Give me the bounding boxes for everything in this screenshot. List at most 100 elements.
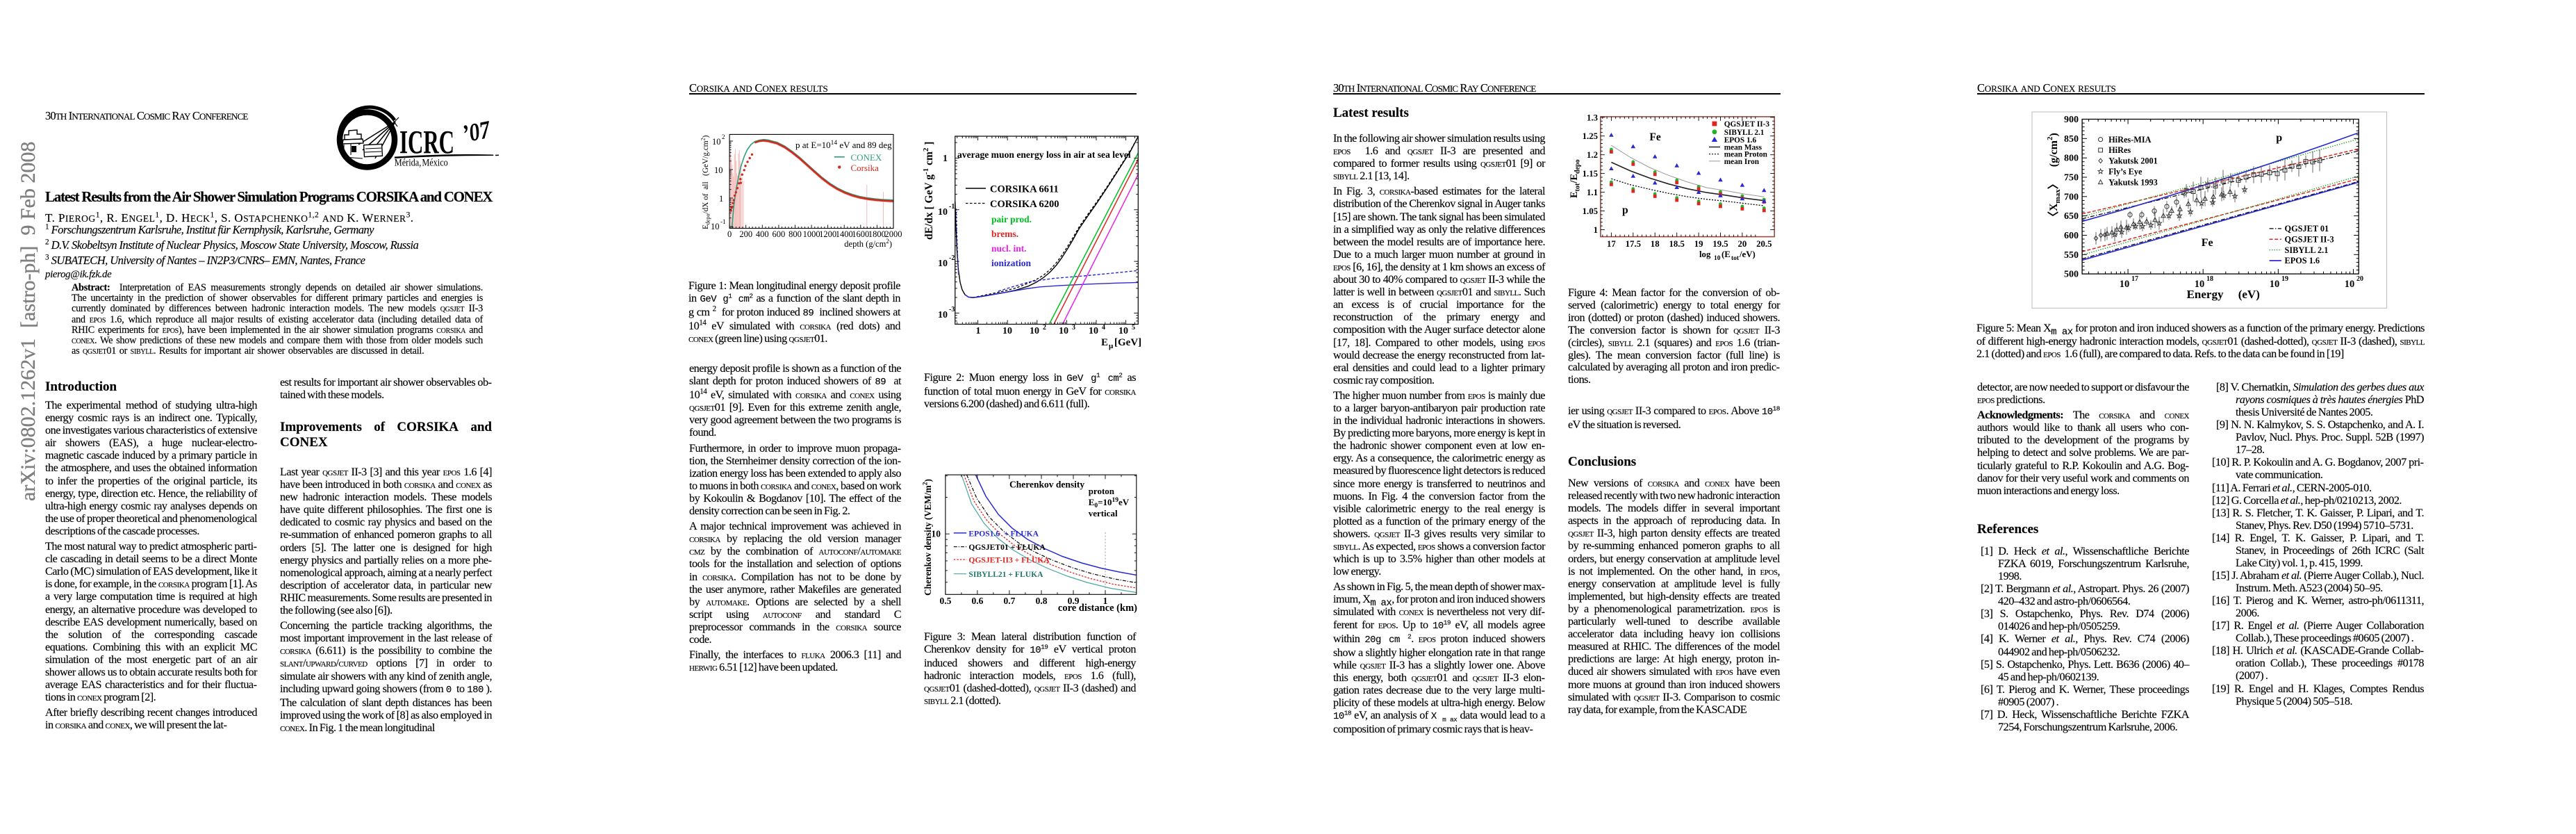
svg-text:Yakutsk 1993: Yakutsk 1993 — [2108, 177, 2158, 187]
svg-text:QGSJET-II3 + FLUKA: QGSJET-II3 + FLUKA — [968, 556, 1050, 565]
svg-text:p: p — [2276, 132, 2282, 144]
svg-text:mean Iron: mean Iron — [1724, 158, 1760, 166]
svg-text:19: 19 — [2281, 275, 2288, 283]
svg-text:EPOS 1.6: EPOS 1.6 — [1724, 136, 1757, 145]
svg-text:[GeV]: [GeV] — [1114, 337, 1141, 348]
svg-text:CORSIKA 6611: CORSIKA 6611 — [990, 184, 1059, 195]
svg-text:10: 10 — [1118, 326, 1128, 336]
svg-text:mean Mass: mean Mass — [1724, 144, 1762, 152]
svg-text:19: 19 — [1694, 239, 1703, 249]
svg-text:1000: 1000 — [803, 229, 820, 239]
svg-text:18: 18 — [2206, 275, 2213, 283]
svg-text:10: 10 — [2270, 279, 2280, 290]
svg-text:μ: μ — [1109, 342, 1114, 350]
svg-text:brems.: brems. — [991, 229, 1018, 239]
svg-text:10: 10 — [1030, 326, 1039, 336]
svg-text:1.2: 1.2 — [1587, 150, 1598, 160]
svg-text:(E: (E — [1722, 250, 1731, 259]
svg-text:2: 2 — [722, 133, 725, 140]
svg-text:10: 10 — [938, 259, 948, 269]
svg-text:-1: -1 — [949, 203, 955, 211]
svg-text:0.5: 0.5 — [939, 596, 951, 606]
svg-text:dE/dx [ GeV g-1 cm2 ]: dE/dx [ GeV g-1 cm2 ] — [922, 142, 935, 240]
svg-text:1.1: 1.1 — [1587, 188, 1598, 197]
svg-text:800: 800 — [789, 229, 802, 239]
svg-text:E: E — [1101, 337, 1108, 348]
svg-text:20: 20 — [2356, 275, 2363, 283]
svg-text:QGSJET01 + FLUKA: QGSJET01 + FLUKA — [968, 543, 1046, 552]
svg-text:10: 10 — [1714, 255, 1721, 262]
svg-text:850: 850 — [2064, 134, 2079, 145]
svg-text:Cherenkov density (VEM/m2): Cherenkov density (VEM/m2) — [923, 479, 934, 596]
svg-text:10: 10 — [1089, 326, 1098, 336]
svg-text:700: 700 — [2064, 192, 2079, 202]
svg-text:600: 600 — [773, 229, 786, 239]
svg-text:19.5: 19.5 — [1712, 239, 1728, 249]
svg-text:1: 1 — [943, 154, 948, 164]
svg-text:400: 400 — [756, 229, 769, 239]
svg-text:1.3: 1.3 — [1587, 113, 1598, 122]
svg-text:p at E=1014 eV and 89 deg: p at E=1014 eV and 89 deg — [795, 140, 892, 150]
svg-text:1600: 1600 — [852, 229, 869, 239]
svg-text:650: 650 — [2064, 211, 2079, 222]
svg-text:1400: 1400 — [836, 229, 853, 239]
svg-text:Yakutsk 2001: Yakutsk 2001 — [2108, 156, 2158, 166]
svg-text:QGSJET II-3: QGSJET II-3 — [1724, 120, 1770, 129]
svg-text:3: 3 — [1072, 324, 1075, 332]
svg-text:0.9: 0.9 — [1068, 596, 1080, 606]
svg-text:SIBYLL21 + FLUKA: SIBYLL21 + FLUKA — [968, 570, 1043, 579]
svg-text:600: 600 — [2064, 231, 2079, 241]
svg-text:10: 10 — [938, 207, 948, 218]
svg-text:Energy (eV): Energy (eV) — [2187, 288, 2260, 301]
svg-text:550: 550 — [2064, 250, 2079, 261]
svg-text:Corsika: Corsika — [851, 163, 880, 173]
svg-text:900: 900 — [2064, 115, 2079, 125]
svg-text:18.5: 18.5 — [1669, 239, 1684, 249]
svg-text:1.05: 1.05 — [1583, 206, 1598, 216]
svg-text:SIBYLL 2.1: SIBYLL 2.1 — [2285, 245, 2329, 255]
svg-text:QGSJET 01: QGSJET 01 — [2285, 224, 2329, 234]
svg-text:depth (g/cm2): depth (g/cm2) — [844, 238, 892, 249]
svg-text:log: log — [1699, 250, 1711, 259]
svg-text:2: 2 — [1043, 324, 1046, 332]
svg-text:HiRes-MIA: HiRes-MIA — [2108, 135, 2152, 145]
svg-text:10: 10 — [712, 137, 721, 147]
svg-text:ionization: ionization — [991, 258, 1031, 268]
svg-text:2000: 2000 — [885, 229, 902, 239]
svg-text:10: 10 — [711, 222, 720, 231]
svg-text:17.5: 17.5 — [1626, 239, 1641, 249]
svg-text:’07: ’07 — [460, 115, 494, 148]
svg-text:HiRes: HiRes — [2108, 145, 2131, 155]
svg-text:Cherenkov density: Cherenkov density — [1009, 480, 1084, 490]
svg-text:10: 10 — [938, 310, 948, 320]
svg-text:-1: -1 — [720, 218, 726, 225]
svg-text:10: 10 — [932, 529, 941, 539]
svg-text:CORSIKA 6200: CORSIKA 6200 — [990, 199, 1059, 210]
svg-text:10: 10 — [2195, 279, 2205, 290]
svg-text:pair prod.: pair prod. — [991, 214, 1032, 224]
svg-text:10: 10 — [2120, 279, 2130, 290]
svg-text:20.5: 20.5 — [1756, 239, 1772, 249]
svg-text:750: 750 — [2064, 173, 2079, 183]
svg-text:SIBYLL 2.1: SIBYLL 2.1 — [1724, 129, 1765, 137]
svg-text:p: p — [1622, 204, 1628, 216]
svg-text:proton: proton — [1089, 486, 1115, 496]
svg-text:5: 5 — [1132, 324, 1135, 332]
svg-text:0: 0 — [727, 229, 732, 239]
svg-text:EPOS 1.6: EPOS 1.6 — [2285, 256, 2320, 265]
svg-text:18: 18 — [1651, 239, 1660, 249]
svg-text:nucl. int.: nucl. int. — [991, 243, 1027, 254]
svg-text:-2: -2 — [949, 254, 955, 262]
svg-text:800: 800 — [2064, 154, 2079, 164]
svg-text:10: 10 — [1002, 326, 1012, 336]
svg-text:4: 4 — [1102, 324, 1105, 332]
svg-text:0.6: 0.6 — [971, 596, 983, 606]
svg-text:EPOS1.6 + FLUKA: EPOS1.6 + FLUKA — [968, 529, 1039, 538]
svg-text:200: 200 — [739, 229, 752, 239]
svg-text:/eV): /eV) — [1739, 250, 1756, 259]
svg-text:Etot/Edepo: Etot/Edepo — [1569, 159, 1582, 198]
svg-text:Fly’s Eye: Fly’s Eye — [2108, 167, 2142, 177]
svg-text:10: 10 — [1059, 326, 1068, 336]
svg-text:vertical: vertical — [1089, 508, 1118, 518]
svg-text:〈Xmax〉 (g/cm2): 〈Xmax〉 (g/cm2) — [2046, 133, 2062, 222]
